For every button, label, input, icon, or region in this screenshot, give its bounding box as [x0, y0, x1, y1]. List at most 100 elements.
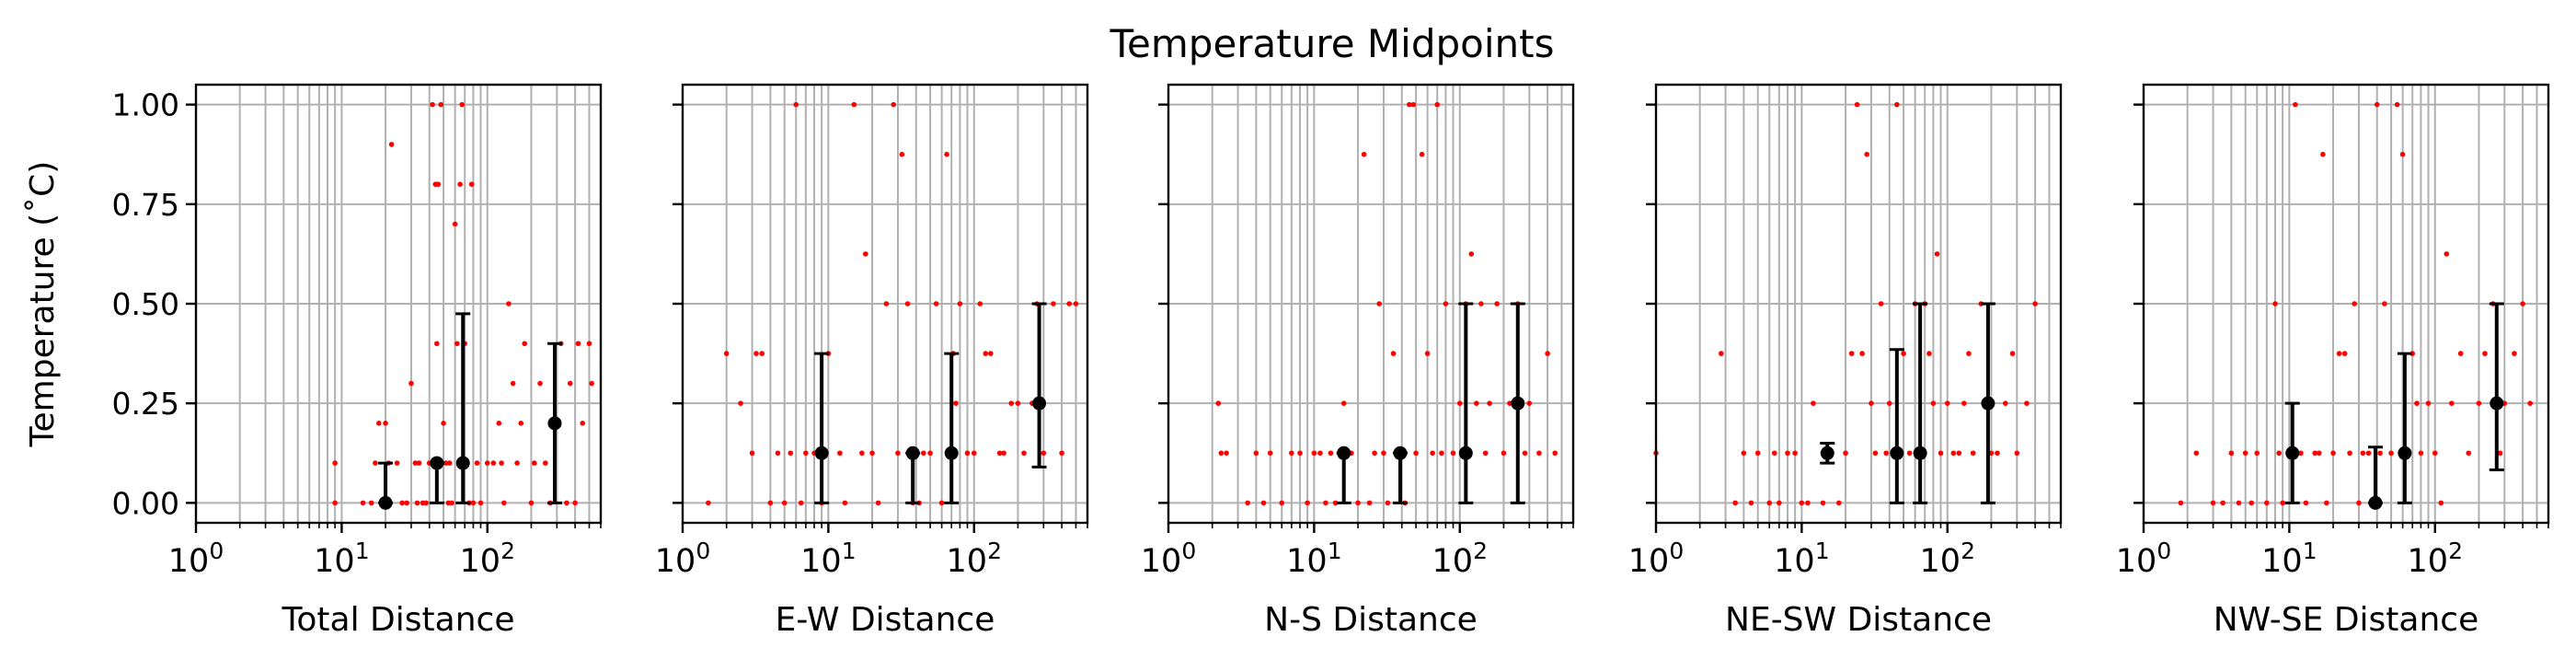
- scatter-point: [1799, 500, 1805, 506]
- x-axis-label: E-W Distance: [776, 601, 995, 639]
- errorbar: [1392, 445, 1408, 504]
- errorbar: [905, 445, 921, 504]
- x-tick-label: 101: [1774, 538, 1829, 580]
- scatter-point: [1361, 151, 1367, 157]
- scatter-point: [435, 181, 442, 187]
- scatter-point: [1041, 450, 1047, 457]
- scatter-point: [2377, 450, 2383, 457]
- scatter-point: [2425, 400, 2432, 406]
- scatter-point: [459, 101, 466, 108]
- scatter-point: [1424, 351, 1431, 356]
- scatter-point: [1245, 500, 1250, 506]
- scatter-point: [1439, 450, 1444, 457]
- scatter-point: [1001, 450, 1006, 457]
- scatter-point: [452, 221, 458, 227]
- scatter-point: [514, 460, 520, 466]
- scatter-point: [788, 450, 794, 457]
- errorbar-series: [1820, 302, 1995, 504]
- scatter-point: [2024, 400, 2030, 406]
- scatter-point: [1487, 400, 1492, 406]
- scatter-point: [1785, 450, 1790, 457]
- scatter-point: [1732, 500, 1738, 506]
- errorbar: [1031, 302, 1047, 469]
- scatter-point: [499, 460, 504, 466]
- scatter-point: [446, 460, 453, 466]
- scatter-point: [2512, 351, 2517, 356]
- scatter-point: [851, 101, 857, 108]
- scatter-point: [2178, 500, 2184, 506]
- scatter-point: [1859, 351, 1865, 356]
- x-tick-label: 102: [1920, 538, 1975, 580]
- scatter-point: [2418, 450, 2424, 457]
- scatter-point: [2320, 151, 2326, 157]
- scatter-point: [869, 450, 875, 457]
- scatter-point: [383, 421, 388, 426]
- scatter-point: [572, 500, 578, 506]
- scatter-point: [1854, 101, 1860, 108]
- scatter-point: [399, 500, 405, 506]
- scatter-point: [891, 101, 896, 108]
- scatter-point: [2272, 301, 2278, 307]
- scatter-point: [1008, 400, 1014, 406]
- scatter-point: [474, 460, 480, 466]
- x-tick-label: 102: [1432, 538, 1488, 580]
- scatter-point: [542, 460, 548, 466]
- scatter-point: [1297, 450, 1303, 457]
- scatter-point: [1443, 301, 1449, 307]
- scatter-point: [1507, 400, 1512, 406]
- scatter-point: [759, 351, 765, 356]
- errorbar-midpoint: [1032, 396, 1047, 411]
- scatter-point: [899, 151, 905, 157]
- scatter-point: [1526, 400, 1533, 406]
- y-tick-label: 0.75: [112, 187, 179, 223]
- scatter-point: [2298, 450, 2304, 457]
- x-axis-label: Total Distance: [282, 601, 515, 639]
- x-tick-label: 101: [314, 538, 369, 580]
- scatter-point: [1323, 500, 1328, 506]
- subplot-1: 0.00 0.25 0.50 0.75 1.00 100 101 102 Total Dista…: [112, 83, 603, 639]
- scatter-point: [2466, 450, 2472, 457]
- errorbar-midpoint: [455, 456, 470, 470]
- scatter-point: [863, 251, 868, 257]
- errorbar: [1458, 302, 1474, 504]
- scatter-point: [767, 500, 774, 506]
- scatter-point: [506, 301, 512, 307]
- scatter-point: [1413, 450, 1419, 457]
- scatter-point: [971, 450, 977, 457]
- errorbar: [1913, 302, 1928, 504]
- scatter-point: [1938, 450, 1944, 457]
- scatter-point: [2264, 500, 2270, 506]
- scatter-point: [531, 460, 537, 466]
- scatter-point: [1478, 301, 1484, 307]
- errorbar-series: [2284, 302, 2504, 510]
- x-tick-label: 101: [1286, 538, 1341, 580]
- scatter-point: [1864, 151, 1869, 157]
- errorbar: [1889, 348, 1904, 504]
- errorbar-midpoint: [905, 445, 920, 460]
- scatter-point: [1311, 450, 1317, 457]
- scatter-point: [1771, 450, 1777, 457]
- scatter-point: [408, 380, 414, 387]
- x-tick-label: 102: [2408, 538, 2463, 580]
- scatter-point: [1289, 450, 1294, 457]
- scatter-point: [1522, 450, 1528, 457]
- scatter-point: [468, 181, 475, 187]
- errorbar: [546, 341, 562, 504]
- errorbar-midpoint: [378, 495, 393, 510]
- scatter-point: [977, 301, 983, 307]
- scatter-point: [430, 101, 435, 108]
- scatter-point: [423, 500, 430, 506]
- scatter-point: [2497, 450, 2503, 457]
- scatter-point: [443, 460, 449, 466]
- scatter-point: [1843, 450, 1848, 457]
- scatter-point: [1468, 251, 1475, 257]
- scatter-point: [332, 500, 338, 506]
- errorbar: [378, 461, 394, 510]
- errorbar-series: [814, 302, 1047, 504]
- scatter-point: [589, 380, 594, 387]
- scatter-point: [1811, 400, 1816, 406]
- grid-lines: [2143, 85, 2549, 523]
- scatter-point: [454, 341, 460, 347]
- scatter-point: [1215, 400, 1222, 406]
- scatter-point: [2449, 400, 2455, 406]
